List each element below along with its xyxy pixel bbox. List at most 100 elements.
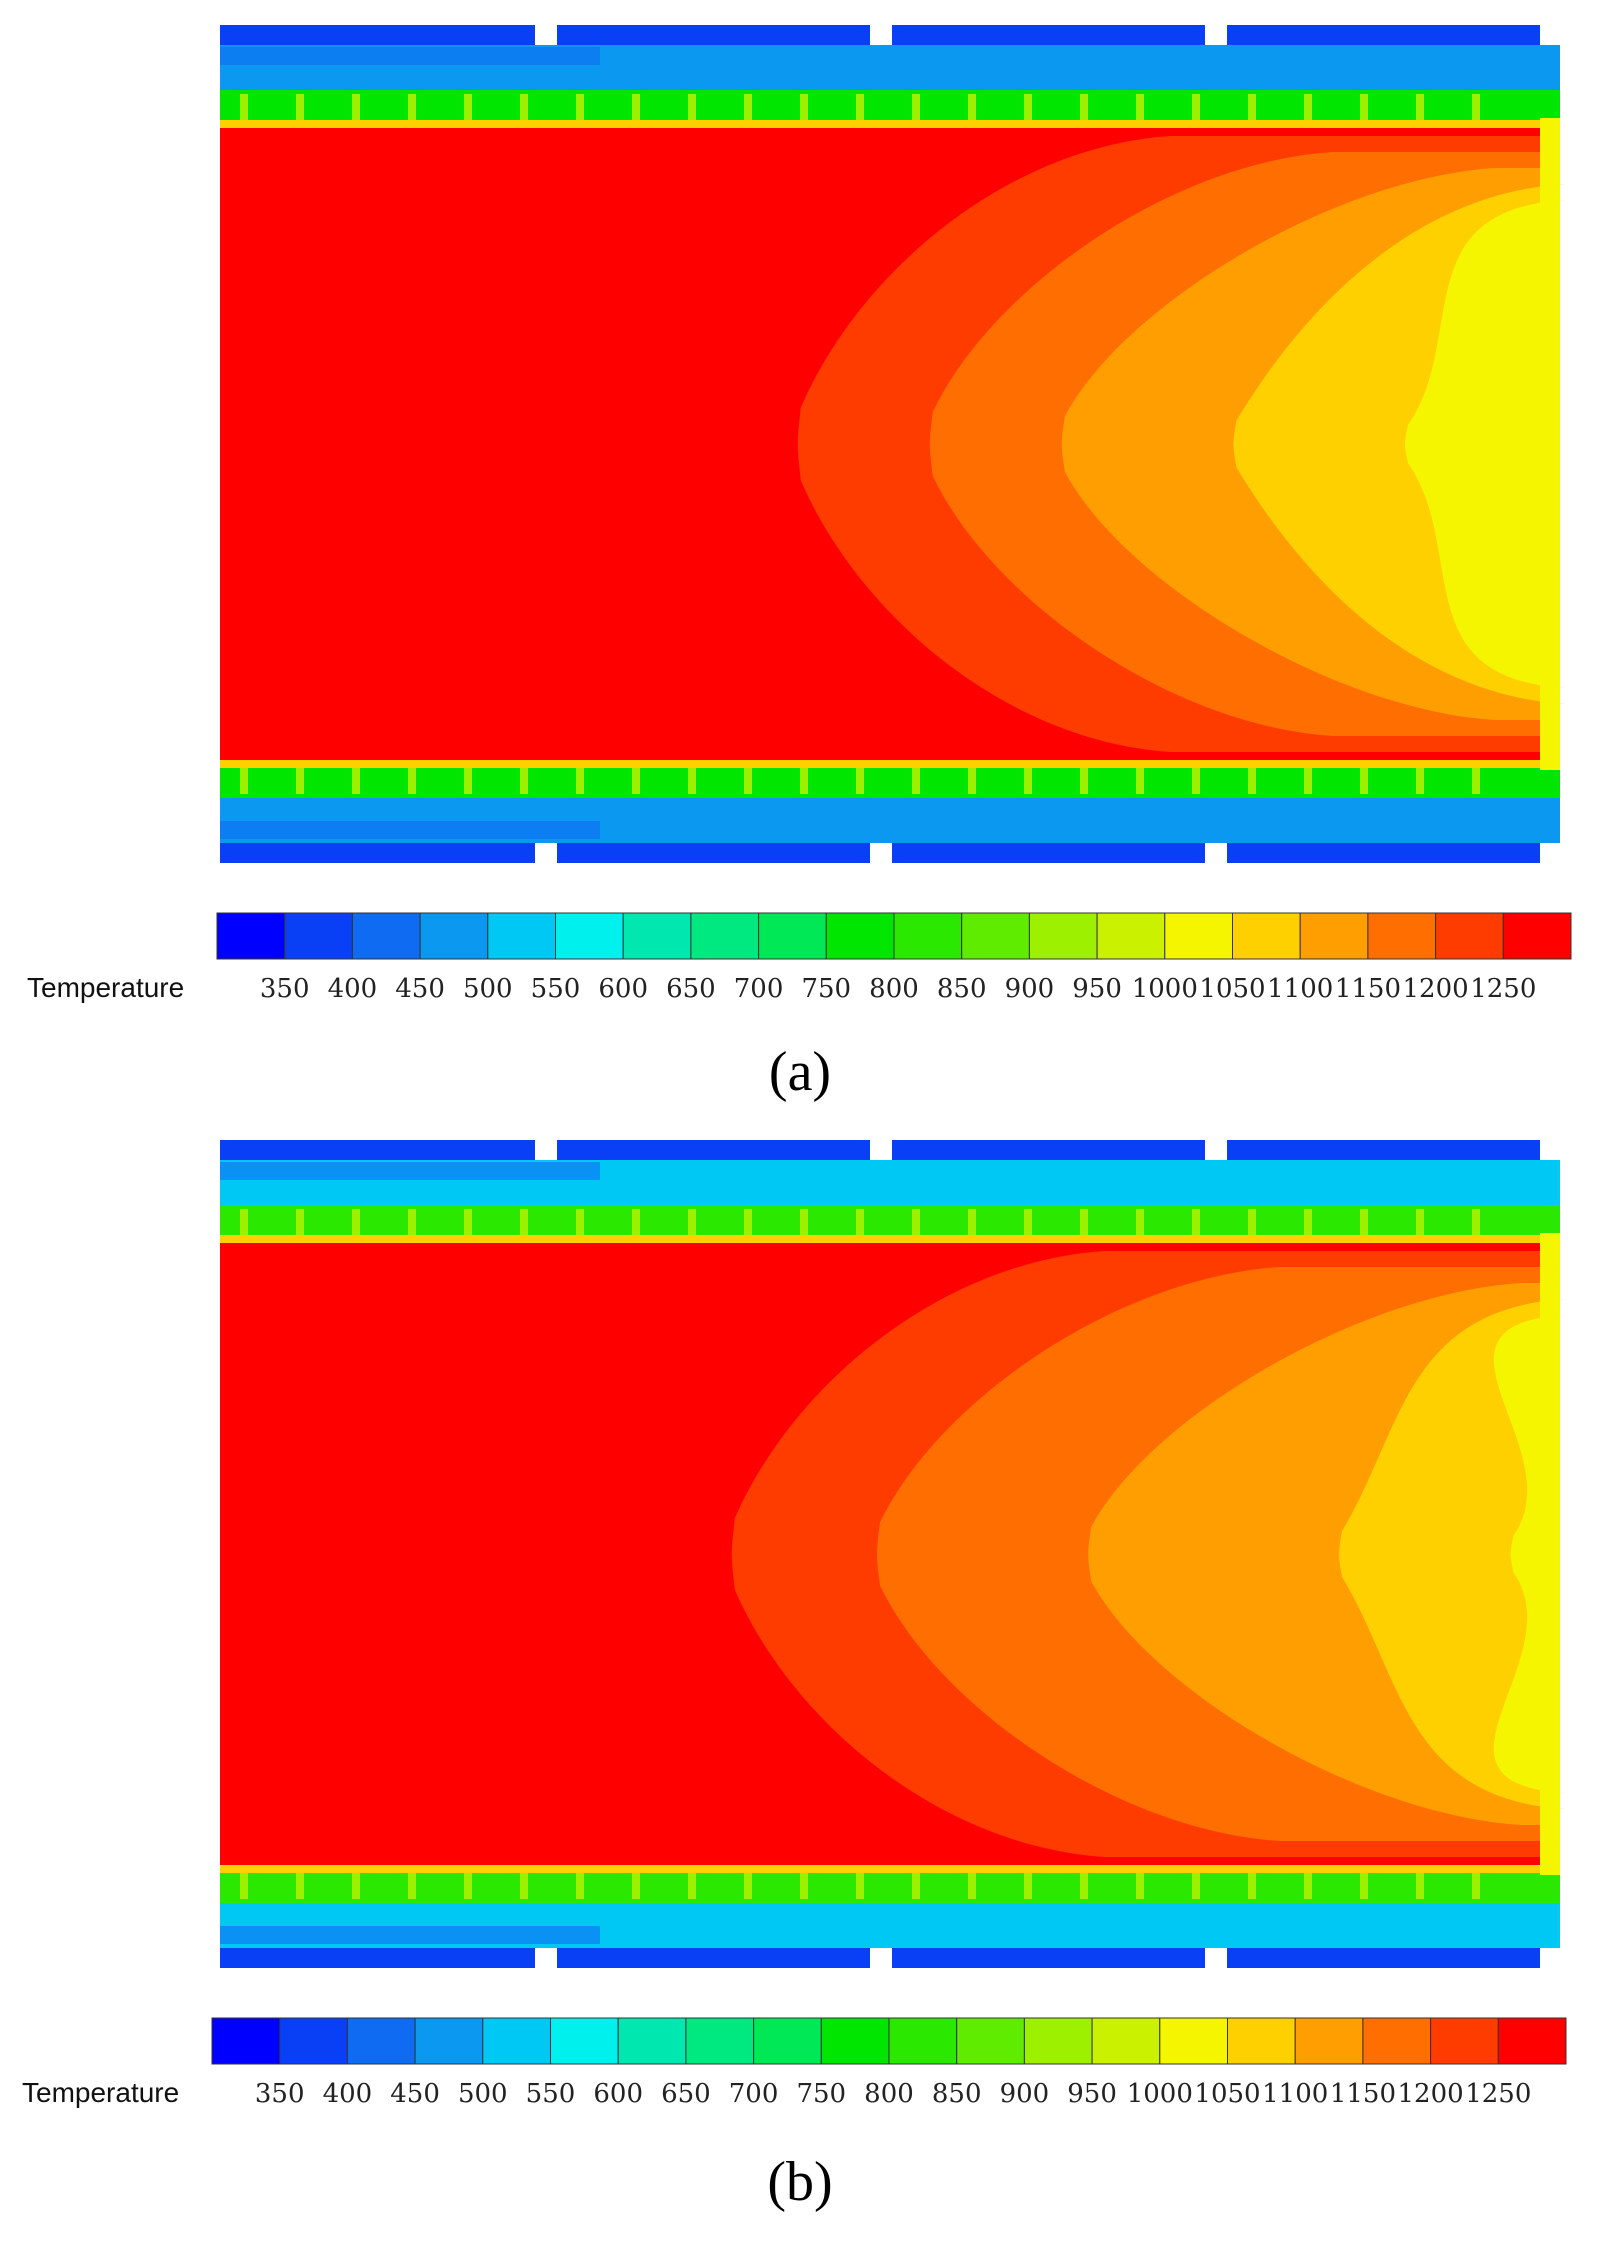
wall-bottom-rib [856, 1867, 864, 1899]
wall-top-rib [1248, 1209, 1256, 1241]
wall-bottom-rib [688, 1867, 696, 1899]
jacket-top-gradient [220, 47, 600, 65]
wall-top-rib [576, 1209, 584, 1241]
wall-top-rib [1080, 1209, 1088, 1241]
outlet-strip [1540, 118, 1560, 770]
wall-bottom-rib [744, 762, 752, 794]
colorbar-tick-label: 950 [1072, 974, 1122, 1004]
colorbar-label: Temperature [22, 2077, 179, 2108]
wall-bottom-rib [800, 762, 808, 794]
wall-top-inner-edge [220, 120, 1540, 128]
wall-top-rib [856, 94, 864, 126]
colorbar-tick-label: 400 [323, 2079, 373, 2109]
wall-top-rib [352, 1209, 360, 1241]
panel-caption: (b) [767, 2151, 832, 2213]
wall-bottom-rib [464, 1867, 472, 1899]
panel-b: Temperature 350 400 450 500 550 600 650 700 750 80… [22, 1140, 1567, 2213]
wall-bottom-rib [408, 1867, 416, 1899]
colorbar-tick-label: 800 [864, 2079, 914, 2109]
jacket-top-edge-segment [557, 1140, 870, 1160]
colorbar-tick-label: 950 [1067, 2079, 1117, 2109]
colorbar-tick-label: 350 [255, 2079, 305, 2109]
colorbar-cell [1232, 912, 1301, 960]
wall-top-rib [688, 94, 696, 126]
colorbar-tick-label: 350 [260, 974, 310, 1004]
colorbar-cell [279, 2017, 348, 2065]
colorbar-cell [1091, 2017, 1161, 2065]
wall-bottom-rib [1360, 1867, 1368, 1899]
jacket-bottom-gradient [220, 821, 600, 839]
wall-bottom-rib [1416, 762, 1424, 794]
colorbar-tick-label: 650 [666, 974, 716, 1004]
wall-top-rib [968, 94, 976, 126]
colorbar-tick-label: 1050 [1194, 2079, 1260, 2109]
colorbar-tick-label: 1050 [1199, 974, 1265, 1004]
jacket-bottom-edge-segment [892, 843, 1205, 863]
wall-top-rib [1472, 94, 1480, 126]
colorbar-cell [414, 2017, 484, 2065]
colorbar-tick-label: 1200 [1398, 2079, 1464, 2109]
wall-top-inner-edge [220, 1235, 1540, 1243]
wall-bottom-rib [688, 762, 696, 794]
colorbar-cell [617, 2017, 687, 2065]
contour-lobe-1025 [1405, 200, 1565, 688]
wall-bottom-rib [352, 1867, 360, 1899]
colorbar-tick-label: 700 [734, 974, 784, 1004]
jacket-bottom-edge-segment [220, 843, 535, 863]
colorbar-cell [820, 2017, 890, 2065]
colorbar-cell [550, 2017, 619, 2065]
wall-bottom-rib [464, 762, 472, 794]
colorbar-cell [622, 912, 692, 960]
wall-top-rib [1416, 1209, 1424, 1241]
jacket-bottom-edge-segment [220, 1948, 535, 1968]
wall-bottom-rib [1024, 1867, 1032, 1899]
wall-bottom-rib [520, 762, 528, 794]
wall-top-rib [520, 94, 528, 126]
colorbar-cell [211, 2017, 281, 2065]
wall-top-rib [1024, 1209, 1032, 1241]
colorbar-tick-label: 700 [729, 2079, 779, 2109]
colorbar-cell [1435, 912, 1504, 960]
colorbar-cell [1164, 912, 1234, 960]
wall-bottom-rib [296, 1867, 304, 1899]
colorbar-label: Temperature [27, 972, 184, 1003]
wall-top-rib [1136, 94, 1144, 126]
colorbar-cell [753, 2017, 822, 2065]
wall-bottom-rib [1136, 1867, 1144, 1899]
wall-bottom-rib [912, 1867, 920, 1899]
wall-bottom-rib [1304, 1867, 1312, 1899]
wall-top-rib [632, 94, 640, 126]
wall-bottom-rib [1024, 762, 1032, 794]
jacket-bottom-edge-segment [1227, 1948, 1540, 1968]
wall-top-rib [1304, 1209, 1312, 1241]
wall-top-rib [1360, 1209, 1368, 1241]
colorbar-cell [1023, 2017, 1093, 2065]
wall-bottom-rib [1248, 1867, 1256, 1899]
wall-bottom-inner-edge [220, 1865, 1540, 1873]
wall-top-rib [408, 94, 416, 126]
wall-bottom-rib [240, 762, 248, 794]
colorbar-tick-label: 800 [869, 974, 919, 1004]
wall-top-rib [296, 1209, 304, 1241]
wall-bottom-inner-edge [220, 760, 1540, 768]
wall-bottom-rib [1136, 762, 1144, 794]
wall-top-rib [800, 1209, 808, 1241]
colorbar-tick-label: 1250 [1470, 974, 1536, 1004]
colorbar-tick-label: 550 [526, 2079, 576, 2109]
colorbar-cell [1096, 912, 1166, 960]
colorbar-tick-label: 400 [328, 974, 378, 1004]
wall-top-rib [968, 1209, 976, 1241]
wall-top-rib [1248, 94, 1256, 126]
colorbar-cell [487, 912, 556, 960]
wall-top-rib [912, 1209, 920, 1241]
wall-bottom-rib [1192, 1867, 1200, 1899]
wall-bottom-rib [744, 1867, 752, 1899]
colorbar-tick-label: 450 [390, 2079, 440, 2109]
wall-top-rib [464, 94, 472, 126]
wall-top-rib [352, 94, 360, 126]
wall-top-rib [240, 94, 248, 126]
jacket-bottom-edge-segment [892, 1948, 1205, 1968]
wall-bottom-rib [576, 762, 584, 794]
outlet-strip [1540, 1233, 1560, 1875]
